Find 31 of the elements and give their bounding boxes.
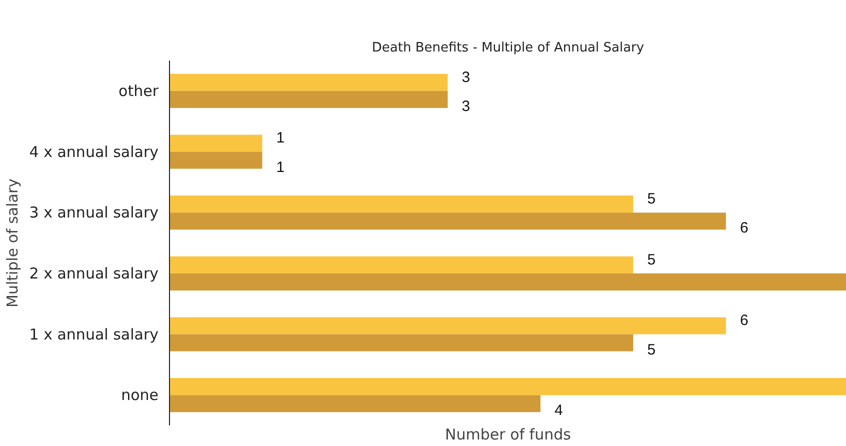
data-label: 5 — [647, 190, 656, 208]
y-tick-label: 2 x annual salary — [29, 264, 159, 282]
bar — [170, 317, 726, 334]
bar — [170, 334, 634, 352]
bar — [170, 74, 448, 91]
bar — [170, 273, 846, 290]
chart-title: Death Benefits - Multiple of Annual Salary — [372, 40, 644, 56]
y-tick-label: 1 x annual salary — [29, 325, 159, 344]
bar — [170, 196, 634, 213]
data-label: 5 — [647, 251, 656, 268]
data-label: 3 — [462, 68, 470, 86]
y-axis-title: Multiple of salary — [3, 178, 22, 308]
data-label: 3 — [462, 98, 470, 115]
data-label: 1 — [276, 158, 285, 176]
bar — [170, 152, 262, 169]
bar — [170, 395, 540, 412]
data-label: 6 — [740, 312, 748, 330]
bar — [170, 212, 726, 230]
data-label: 6 — [740, 220, 748, 237]
bar — [170, 378, 846, 396]
data-label: 5 — [647, 341, 656, 358]
y-tick-label: none — [121, 386, 158, 404]
bar — [170, 90, 448, 108]
x-axis-title: Number of funds — [445, 426, 572, 444]
bar — [170, 134, 262, 152]
y-tick-label: other — [118, 82, 160, 100]
y-tick-label: 4 x annual salary — [29, 142, 159, 161]
data-label: 1 — [276, 130, 285, 147]
y-tick-label: 3 x annual salary — [29, 204, 159, 222]
data-label: 4 — [554, 402, 563, 420]
bar — [170, 256, 634, 274]
